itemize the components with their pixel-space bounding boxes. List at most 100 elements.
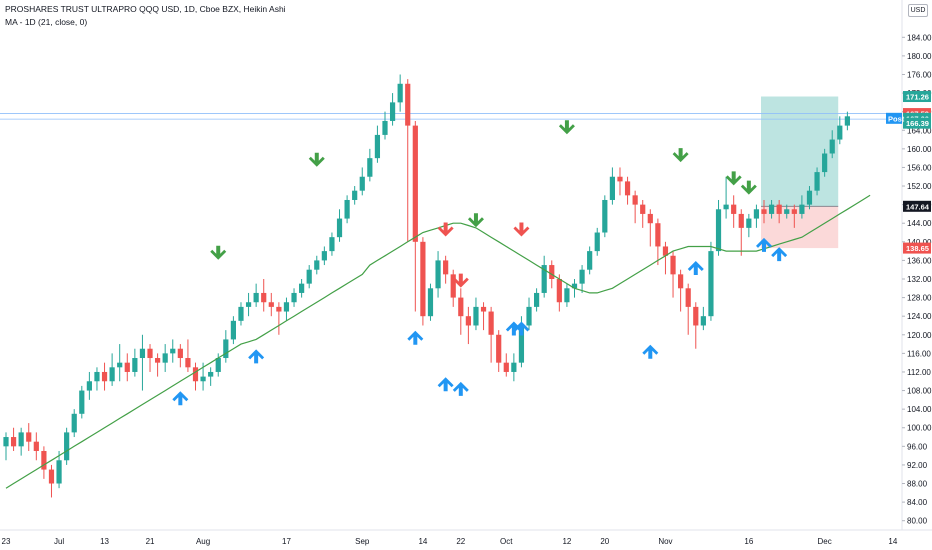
- candle-body: [344, 199, 350, 219]
- ma-line: [5, 194, 871, 489]
- price-tag-stop: [903, 242, 931, 254]
- candle-body: [678, 274, 684, 289]
- candle-body: [564, 288, 570, 303]
- candle-body: [693, 306, 699, 326]
- sell-arrow-icon: [558, 120, 575, 135]
- sell-arrow-icon-shape: [513, 222, 530, 237]
- candle-body: [420, 241, 426, 317]
- x-tick-label: 12: [562, 537, 571, 546]
- x-tick-label: Aug: [196, 537, 210, 546]
- currency-button[interactable]: USD: [908, 4, 928, 17]
- candle-body: [329, 237, 335, 252]
- sell-arrow-icon: [467, 213, 484, 228]
- candle-body: [844, 116, 850, 126]
- y-tick-label: 88.00: [907, 480, 928, 489]
- candle-body: [299, 283, 305, 293]
- sell-arrow-icon: [308, 152, 325, 167]
- buy-arrow-icon-shape: [513, 321, 530, 336]
- candle-body: [253, 292, 259, 303]
- candle-body: [746, 218, 752, 228]
- buy-arrow-icon-shape: [687, 261, 704, 276]
- price-tag-entry: [903, 200, 931, 212]
- candle-body: [617, 176, 623, 182]
- y-tick-label: 96.00: [907, 442, 928, 451]
- candle-body: [132, 358, 138, 372]
- candle-body: [761, 209, 767, 214]
- candle-body: [405, 83, 411, 126]
- buy-arrow-icon-shape: [771, 247, 788, 262]
- y-tick-label: 92.00: [907, 461, 928, 470]
- candle-body: [215, 358, 221, 372]
- candle-body: [571, 283, 578, 289]
- x-tick-label: 21: [146, 537, 155, 546]
- y-tick-label: 112.00: [907, 368, 931, 377]
- y-tick-label: 108.00: [907, 387, 932, 396]
- x-tick-label: 14: [888, 537, 897, 546]
- candle-body: [147, 348, 153, 359]
- y-tick-label: 160.00: [907, 145, 932, 154]
- candle-body: [192, 367, 199, 382]
- candle-body: [549, 265, 555, 279]
- x-tick-label: 14: [418, 537, 427, 546]
- sell-arrow-icon-shape: [437, 222, 454, 237]
- candle-body: [268, 302, 274, 307]
- candle-body: [412, 125, 418, 242]
- candle-body: [480, 306, 487, 312]
- candle-body: [427, 288, 434, 317]
- y-tick-label: 128.00: [907, 294, 932, 303]
- candle-body: [526, 306, 532, 326]
- x-tick-label: 20: [600, 537, 609, 546]
- candle-body: [306, 269, 312, 284]
- x-tick-label: Jul: [54, 537, 64, 546]
- candle-body: [503, 362, 509, 372]
- candle-body: [594, 232, 600, 252]
- candle-body: [700, 316, 706, 326]
- indicator-legend: MA - 1D (21, close, 0): [5, 17, 88, 27]
- candle-body: [837, 125, 843, 140]
- sell-arrow-icon: [452, 273, 469, 288]
- candle-body: [731, 204, 737, 214]
- candle-body: [814, 172, 820, 191]
- profit-zone[interactable]: [761, 96, 839, 207]
- candle-body: [352, 190, 358, 200]
- y-tick-label: 176.00: [907, 70, 932, 79]
- buy-arrow-icon: [248, 349, 265, 364]
- x-tick-label: 23: [2, 537, 11, 546]
- candle-body: [79, 390, 85, 414]
- candle-body: [94, 371, 100, 382]
- y-tick-label: 164.00: [907, 126, 932, 135]
- candle-body: [556, 279, 562, 303]
- x-tick-label: 17: [282, 537, 291, 546]
- sell-arrow-icon: [672, 148, 689, 163]
- candle-body: [200, 376, 206, 382]
- candle-body: [64, 432, 70, 461]
- candle-body: [784, 209, 790, 214]
- candle-body: [71, 413, 77, 433]
- buy-arrow-icon-shape: [505, 321, 522, 336]
- candle-body: [587, 251, 593, 270]
- candle-body: [18, 432, 24, 447]
- candle-body: [367, 158, 373, 177]
- candle-body: [177, 348, 183, 359]
- candle-body: [208, 371, 214, 377]
- sell-arrow-icon: [437, 222, 454, 237]
- candle-body: [465, 316, 471, 326]
- candle-body: [33, 441, 39, 451]
- candle-body: [117, 362, 123, 368]
- candle-body: [374, 134, 381, 159]
- sell-arrow-icon-shape: [467, 213, 484, 228]
- sell-arrow-icon-shape: [452, 273, 469, 288]
- chart-title: PROSHARES TRUST ULTRAPRO QQQ USD, 1D, Cb…: [5, 4, 286, 14]
- candle-body: [321, 251, 327, 261]
- candle-body: [753, 209, 760, 219]
- candle-body: [139, 348, 146, 359]
- candle-body: [291, 292, 297, 303]
- buy-arrow-icon-shape: [642, 344, 659, 359]
- candle-body: [314, 260, 320, 270]
- candle-body: [624, 181, 631, 196]
- y-tick-label: 184.00: [907, 33, 932, 42]
- post-badge: [886, 112, 902, 124]
- candle-body: [723, 204, 729, 210]
- candle-body: [822, 153, 828, 173]
